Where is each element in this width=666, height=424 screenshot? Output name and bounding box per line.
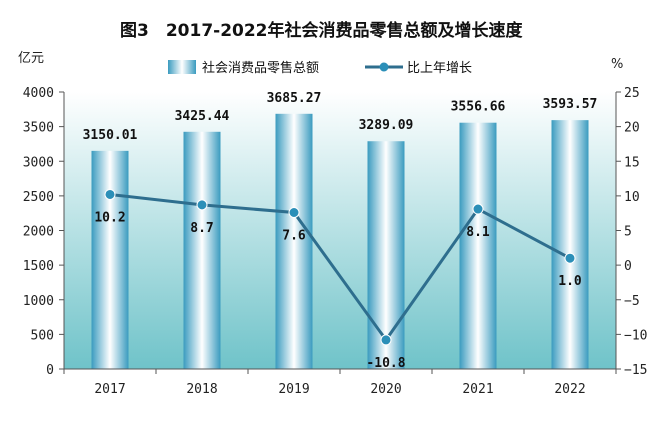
- right-tick-label: −5: [624, 294, 640, 309]
- growth-label-2018: 8.7: [190, 221, 213, 236]
- bar-label-2020: 3289.09: [359, 118, 414, 133]
- left-axis-unit: 亿元: [18, 51, 44, 66]
- left-tick-label: 3500: [23, 121, 54, 136]
- right-tick-label: 25: [624, 86, 640, 101]
- x-tick-label-2019: 2019: [278, 382, 309, 397]
- bar-2021: [459, 122, 497, 369]
- legend-bar-swatch: [168, 60, 196, 74]
- bar-label-2022: 3593.57: [543, 97, 598, 112]
- right-tick-label: 10: [624, 190, 640, 205]
- growth-label-2020: -10.8: [366, 356, 405, 371]
- bar-label-2017: 3150.01: [83, 128, 138, 143]
- right-tick-label: 0: [624, 259, 632, 274]
- left-tick-label: 1500: [23, 259, 54, 274]
- chart-title: 图3 2017-2022年社会消费品零售总额及增长速度: [120, 20, 524, 41]
- growth-point-2022: [564, 252, 576, 264]
- bar-2019: [275, 113, 313, 370]
- right-tick-label: 20: [624, 121, 640, 136]
- x-tick-label-2020: 2020: [370, 382, 401, 397]
- left-tick-label: 3000: [23, 155, 54, 170]
- growth-point-2021: [472, 203, 484, 215]
- legend-line-marker: [379, 62, 389, 72]
- left-tick-label: 2500: [23, 190, 54, 205]
- growth-label-2019: 7.6: [282, 228, 306, 243]
- growth-label-2017: 10.2: [94, 210, 125, 225]
- growth-point-2018: [196, 199, 208, 211]
- legend: 社会消费品零售总额 比上年增长: [168, 60, 472, 76]
- legend-line-label: 比上年增长: [407, 61, 472, 76]
- x-tick-label-2022: 2022: [554, 382, 585, 397]
- legend-bar-label: 社会消费品零售总额: [202, 60, 319, 76]
- right-axis-unit: %: [611, 57, 623, 72]
- bar-2022: [551, 120, 589, 369]
- growth-point-2017: [104, 188, 116, 200]
- x-tick-label-2021: 2021: [462, 382, 493, 397]
- x-tick-label-2018: 2018: [186, 382, 217, 397]
- right-tick-label: 5: [624, 225, 632, 240]
- left-tick-label: 0: [46, 363, 54, 378]
- bar-2020: [367, 141, 405, 369]
- growth-point-2020: [380, 334, 392, 346]
- x-tick-label-2017: 2017: [94, 382, 125, 397]
- bar-label-2018: 3425.44: [175, 109, 230, 124]
- right-tick-label: −15: [624, 363, 647, 378]
- bar-2017: [91, 150, 129, 369]
- bar-2018: [183, 131, 221, 369]
- growth-point-2019: [288, 206, 300, 218]
- right-tick-label: 15: [624, 155, 640, 170]
- left-tick-label: 4000: [23, 86, 54, 101]
- left-tick-label: 500: [31, 328, 54, 343]
- bar-label-2019: 3685.27: [267, 91, 322, 106]
- plot-area: [64, 92, 616, 369]
- left-tick-label: 2000: [23, 225, 54, 240]
- growth-label-2022: 1.0: [558, 274, 582, 289]
- bar-label-2021: 3556.66: [451, 100, 506, 115]
- growth-line: [109, 192, 571, 343]
- right-tick-label: −10: [624, 328, 647, 343]
- left-tick-label: 1000: [23, 294, 54, 309]
- growth-label-2021: 8.1: [466, 225, 490, 240]
